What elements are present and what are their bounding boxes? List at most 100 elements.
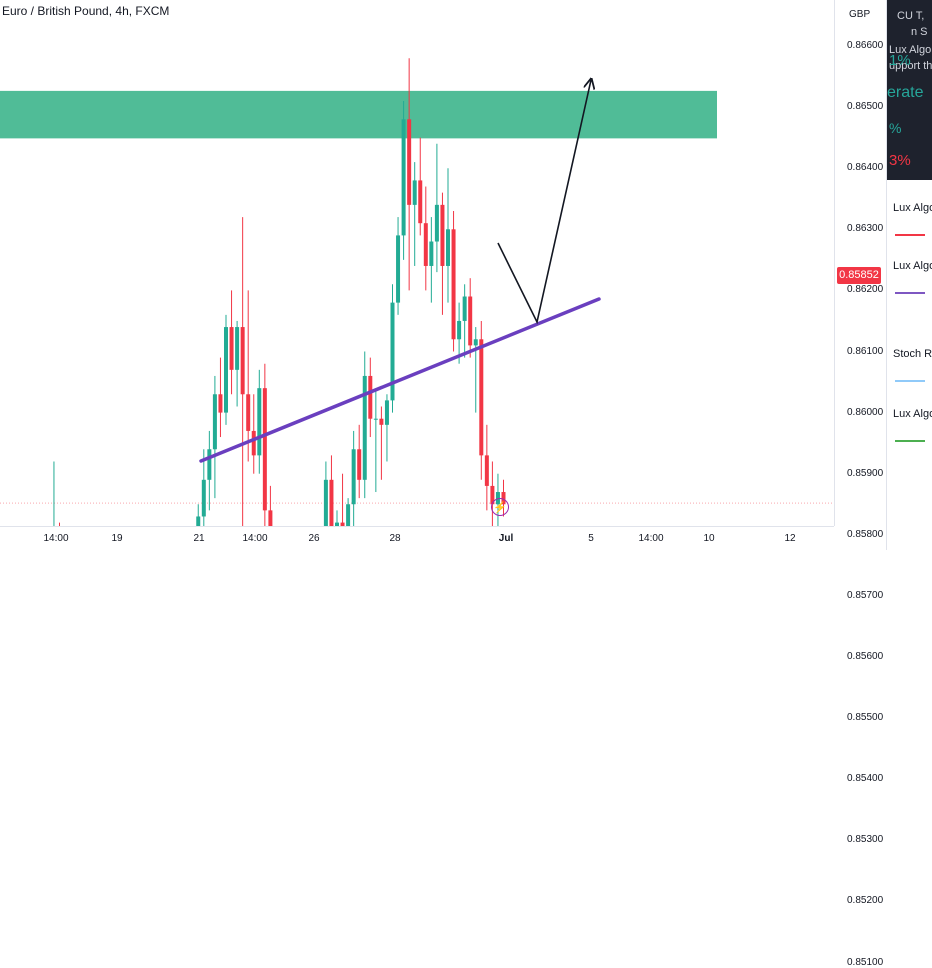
supply-zone <box>0 90 717 139</box>
indicator-card[interactable]: Lux Algo C <box>887 254 932 306</box>
candle-body <box>446 229 450 266</box>
time-tick: 14:00 <box>638 533 664 544</box>
candle-body <box>323 479 328 526</box>
time-tick: 19 <box>111 533 123 544</box>
candle-body <box>368 375 373 419</box>
time-tick: 5 <box>588 533 594 544</box>
candle-body <box>473 339 478 346</box>
thumb-pct: 1% <box>889 52 911 69</box>
price-axis[interactable]: GBP 0.86600 0.86500 0.86400 0.86300 0.86200 0… <box>834 0 887 968</box>
candle-body <box>235 327 240 370</box>
indicator-card-label: Lux Algo C <box>893 408 932 420</box>
candle-body <box>412 180 417 205</box>
candle-body <box>429 241 434 266</box>
candle-body <box>262 388 267 511</box>
candle-body <box>329 479 334 526</box>
candle-body <box>335 522 339 526</box>
time-tick: 14:00 <box>43 533 69 544</box>
candle-body <box>490 485 495 505</box>
indicator-card-label: Lux Algo C <box>893 202 932 214</box>
price-tick: 0.86500 <box>847 101 884 113</box>
price-tick: 0.86400 <box>847 162 884 174</box>
symbol-header: Euro / British Pound, 4h, FXCM <box>2 4 170 18</box>
candle-body <box>468 296 473 346</box>
time-tick: 26 <box>308 533 320 544</box>
thumb-word: erate <box>887 84 924 101</box>
indicator-mini-chart <box>895 370 925 382</box>
lightning-icon[interactable]: ⚡ <box>491 498 509 516</box>
right-panel: CU T, n S Lux Algo p upport th 1% erate … <box>886 0 932 550</box>
candle-body <box>457 320 462 340</box>
candle-body <box>212 394 217 450</box>
candle-body <box>384 400 389 425</box>
candle-body <box>196 516 201 526</box>
candle-body <box>251 430 256 456</box>
price-tick: 0.85800 <box>847 528 884 540</box>
price-tick: 0.85700 <box>847 589 884 601</box>
thumb-text-1: CU T, <box>897 10 925 22</box>
price-tick: 0.86600 <box>847 40 884 51</box>
candle-body <box>440 204 445 266</box>
price-tick: 0.86000 <box>847 406 884 418</box>
price-tick: 0.85400 <box>847 773 884 785</box>
candle-body <box>257 388 262 456</box>
chart-area[interactable]: Euro / British Pound, 4h, FXCM ⚡ <box>0 0 834 526</box>
candle-body <box>246 394 251 431</box>
price-tick: 0.85600 <box>847 651 884 662</box>
currency-label[interactable]: GBP <box>849 9 871 20</box>
candle-body <box>357 449 362 480</box>
price-tick: 0.86200 <box>847 284 884 296</box>
indicator-card[interactable]: Lux Algo C <box>887 402 932 454</box>
candlestick-chart[interactable] <box>0 0 834 526</box>
time-axis[interactable]: 14:00 19 21 14:00 26 28 Jul 5 14:00 10 12 <box>0 526 834 551</box>
indicator-card[interactable]: Lux Algo C <box>887 196 932 248</box>
candle-body <box>268 510 273 526</box>
candle-body <box>401 119 406 236</box>
candle-body <box>390 302 395 401</box>
indicator-card[interactable]: Stoch RSI <box>887 342 932 394</box>
candle-body <box>434 204 439 242</box>
price-tick: 0.85900 <box>847 467 884 479</box>
indicator-mini-chart <box>895 430 925 442</box>
time-tick: 12 <box>784 533 796 544</box>
indicator-card-label: Stoch RSI <box>893 348 932 360</box>
candle-body <box>240 327 245 395</box>
candle-body <box>373 418 378 420</box>
candle-body <box>218 394 223 413</box>
candle-body <box>462 296 467 321</box>
candle-body <box>423 223 428 266</box>
price-tick: 0.85100 <box>847 956 884 968</box>
price-tick: 0.86300 <box>847 223 884 235</box>
candle-body <box>407 119 412 205</box>
thumb-text-3: Lux Algo p <box>889 44 932 56</box>
thumb-text-4: upport th <box>889 60 932 72</box>
time-tick: 28 <box>389 533 401 544</box>
thumb-pct-2: % <box>889 120 902 136</box>
candle-body <box>396 235 401 303</box>
time-tick: 10 <box>703 533 715 544</box>
indicator-mini-chart <box>895 224 925 236</box>
candle-body <box>224 327 228 413</box>
current-price-label: 0.85852 <box>837 267 881 284</box>
price-tick: 0.85200 <box>847 895 884 907</box>
candle-body <box>207 449 212 480</box>
indicator-card-label: Lux Algo C <box>893 260 932 272</box>
candle-body <box>479 339 484 456</box>
candle-body <box>484 455 489 486</box>
price-tick: 0.86100 <box>847 345 884 357</box>
thumb-pct-3: 3% <box>889 152 911 169</box>
thumb-text-2: n S <box>911 26 928 38</box>
candle-body <box>346 504 351 526</box>
candle-body <box>451 229 456 340</box>
candle-body <box>340 522 345 526</box>
candle-body <box>362 375 367 480</box>
price-tick: 0.85500 <box>847 712 884 724</box>
time-tick: Jul <box>498 533 514 544</box>
indicator-mini-chart <box>895 282 925 294</box>
candle-body <box>379 418 384 425</box>
idea-thumbnail[interactable]: CU T, n S Lux Algo p upport th 1% erate … <box>887 0 932 180</box>
candle-body <box>351 449 356 505</box>
candle-body <box>201 479 206 517</box>
time-tick: 21 <box>193 533 205 544</box>
support-trendline <box>199 297 601 463</box>
